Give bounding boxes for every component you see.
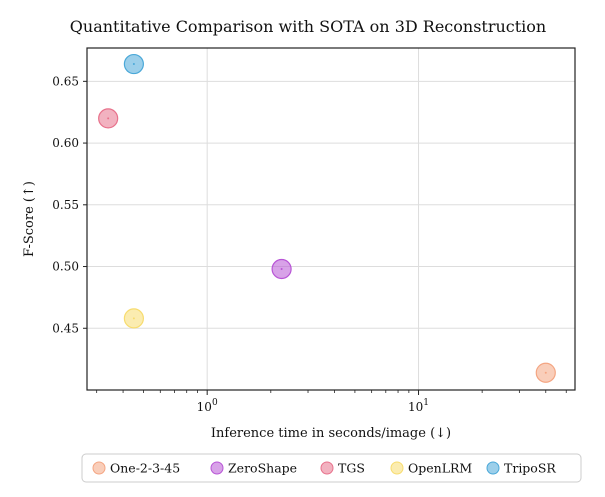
point-one-2-3-45 xyxy=(535,362,556,383)
plot-frame xyxy=(86,47,576,391)
point-zeroshape xyxy=(271,258,292,280)
y-tick-label: 0.50 xyxy=(52,260,79,274)
legend-item-openlrm: OpenLRM xyxy=(390,461,472,476)
y-tick-label: 0.65 xyxy=(52,74,79,88)
x-tick-label: 100 xyxy=(197,398,218,414)
grid xyxy=(87,48,575,390)
legend: One-2-3-45 ZeroShape TGS OpenLRM TripoSR xyxy=(81,453,582,483)
x-axis-label: Inference time in seconds/image (↓) xyxy=(211,426,451,441)
y-tick-label: 0.45 xyxy=(52,321,79,335)
legend-marker xyxy=(92,461,106,475)
x-tick-label: 101 xyxy=(408,398,429,414)
legend-item-triposr: TripoSR xyxy=(486,461,556,476)
legend-label: TripoSR xyxy=(504,461,556,476)
legend-marker xyxy=(210,461,224,475)
legend-item-one-2-3-45: One-2-3-45 xyxy=(92,461,180,476)
point-center xyxy=(132,317,135,320)
y-axis-label: F-Score (↑) xyxy=(22,181,37,257)
legend-item-zeroshape: ZeroShape xyxy=(210,461,297,476)
legend-label: OpenLRM xyxy=(408,461,472,476)
data-points xyxy=(98,53,556,383)
point-center xyxy=(280,268,283,271)
point-triposr xyxy=(123,53,144,75)
y-axis-ticks: 0.45 0.50 0.55 0.60 0.65 xyxy=(52,74,87,335)
chart-title: Quantitative Comparison with SOTA on 3D … xyxy=(70,17,546,36)
point-center xyxy=(132,63,135,66)
y-tick-label: 0.60 xyxy=(52,136,79,150)
y-tick-label: 0.55 xyxy=(52,198,79,212)
legend-marker xyxy=(390,461,404,475)
legend-label: ZeroShape xyxy=(228,461,297,476)
x-axis-ticks: 100 101 xyxy=(96,390,567,414)
legend-label: One-2-3-45 xyxy=(110,461,180,476)
point-tgs xyxy=(98,108,119,129)
legend-item-tgs: TGS xyxy=(320,461,365,476)
legend-marker xyxy=(320,461,334,475)
legend-marker xyxy=(486,461,500,475)
legend-label: TGS xyxy=(338,461,365,476)
point-center xyxy=(107,117,110,120)
point-center xyxy=(544,371,547,374)
point-openlrm xyxy=(123,308,144,329)
